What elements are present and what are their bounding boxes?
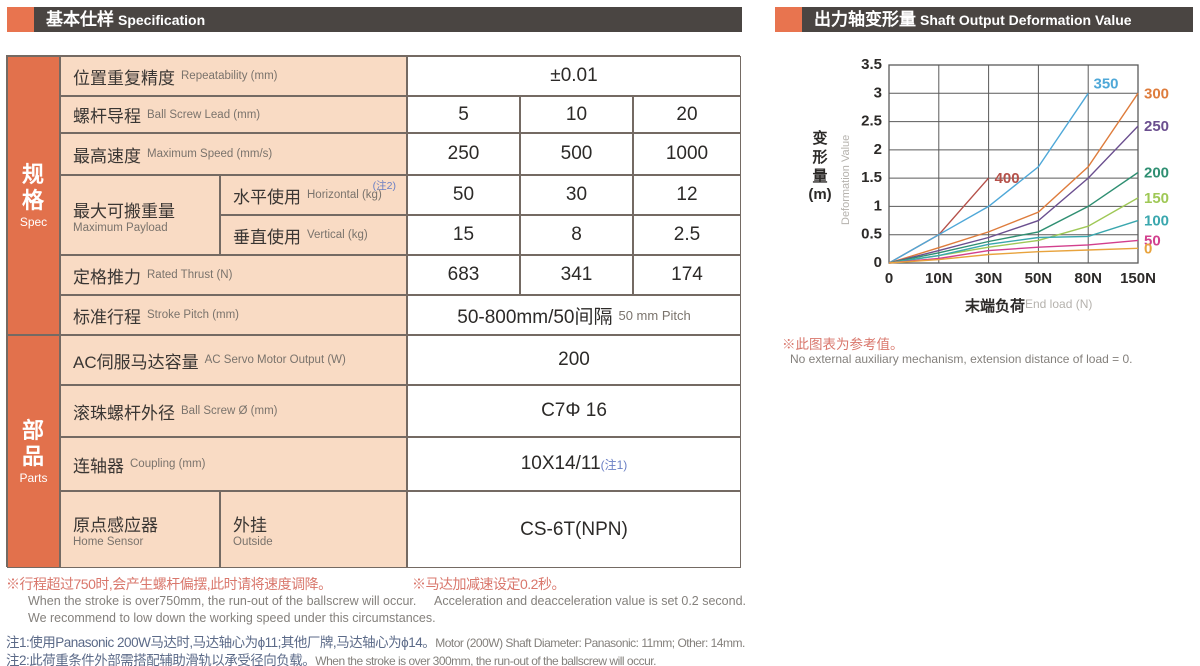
svg-text:1.5: 1.5 <box>861 169 882 186</box>
svg-text:0: 0 <box>1144 240 1152 257</box>
svg-text:150N: 150N <box>1120 270 1156 287</box>
svg-text:100: 100 <box>1144 213 1169 230</box>
svg-text:80N: 80N <box>1074 270 1102 287</box>
svg-text:30N: 30N <box>975 270 1003 287</box>
svg-text:3.5: 3.5 <box>861 56 882 73</box>
svg-text:0.5: 0.5 <box>861 226 882 243</box>
svg-text:350: 350 <box>1094 76 1119 93</box>
svg-text:150: 150 <box>1144 190 1169 207</box>
svg-text:50N: 50N <box>1025 270 1053 287</box>
svg-text:3: 3 <box>874 84 882 101</box>
svg-text:250: 250 <box>1144 118 1169 135</box>
svg-text:2: 2 <box>874 141 882 158</box>
svg-text:300: 300 <box>1144 85 1169 102</box>
svg-text:200: 200 <box>1144 165 1169 182</box>
svg-text:0: 0 <box>885 270 893 287</box>
svg-text:0: 0 <box>874 254 882 271</box>
svg-text:1: 1 <box>874 197 882 214</box>
svg-text:2.5: 2.5 <box>861 113 882 130</box>
svg-text:10N: 10N <box>925 270 953 287</box>
